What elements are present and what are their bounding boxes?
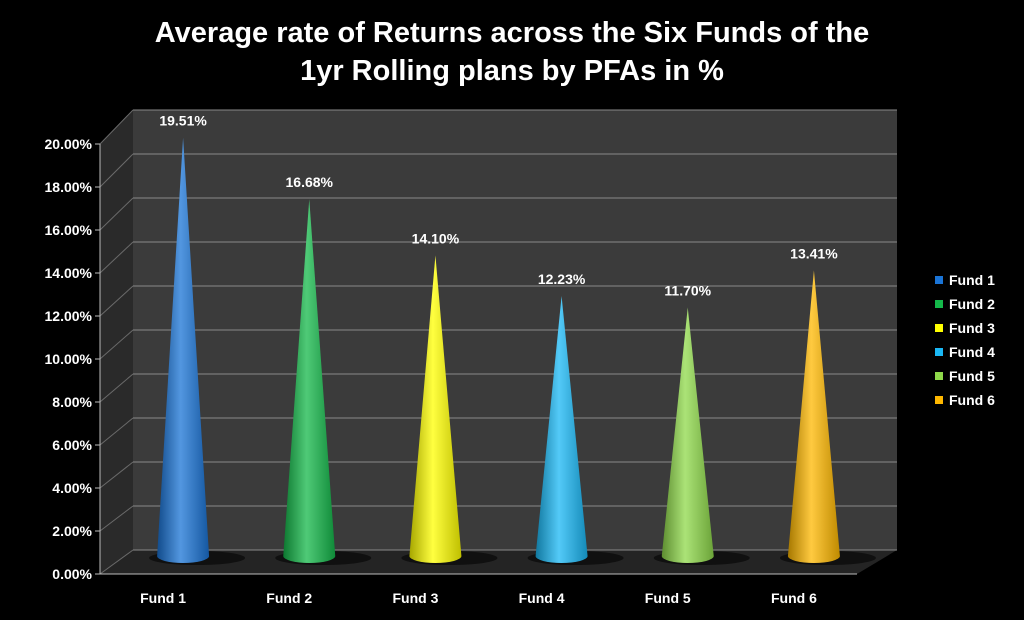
side-gridline: [99, 505, 134, 532]
legend-label: Fund 2: [949, 296, 995, 312]
y-tick-label: 6.00%: [52, 437, 92, 453]
side-gridline: [99, 417, 134, 446]
x-tick-label: Fund 3: [392, 590, 438, 606]
x-tick-label: Fund 6: [771, 590, 817, 606]
legend-swatch: [935, 372, 943, 380]
cone-4: [535, 295, 588, 563]
side-gridline: [99, 373, 134, 403]
side-gridline: [99, 153, 134, 188]
gridlines: [99, 109, 897, 575]
x-tick-label: Fund 5: [645, 590, 691, 606]
legend-label: Fund 1: [949, 272, 995, 288]
chart-title-line-1: Average rate of Returns across the Six F…: [154, 17, 870, 49]
legend-item: Fund 6: [935, 388, 995, 412]
side-gridline: [99, 109, 134, 145]
legend-item: Fund 5: [935, 364, 995, 388]
y-tick-label: 20.00%: [45, 136, 93, 152]
legend-item: Fund 2: [935, 292, 995, 316]
legend-label: Fund 6: [949, 392, 995, 408]
cone-1: [157, 137, 210, 563]
chart-walls: [100, 110, 897, 574]
y-tick-label: 14.00%: [45, 265, 93, 281]
cone-2: [283, 199, 336, 563]
chart-title: Average rate of Returns across the Six F…: [0, 14, 1024, 90]
side-gridline: [99, 285, 134, 317]
x-tick-label: Fund 4: [519, 590, 565, 606]
x-axis-ticks: Fund 1 Fund 2 Fund 3 Fund 4 Fund 5 Fund 6: [140, 590, 817, 606]
legend-swatch: [935, 324, 943, 332]
data-label: 14.10%: [412, 230, 460, 246]
cones: [149, 137, 876, 565]
legend-item: Fund 3: [935, 316, 995, 340]
x-tick-label: Fund 2: [266, 590, 312, 606]
side-gridline: [99, 549, 134, 575]
y-tick-label: 8.00%: [52, 394, 92, 410]
cone-5: [661, 307, 714, 563]
y-tick-label: 4.00%: [52, 480, 92, 496]
legend-swatch: [935, 300, 943, 308]
legend-item: Fund 4: [935, 340, 995, 364]
data-label: 16.68%: [286, 174, 334, 190]
chart-title-line-2: 1yr Rolling plans by PFAs in %: [300, 55, 724, 87]
y-tick-label: 18.00%: [45, 179, 93, 195]
y-tick-label: 12.00%: [45, 308, 93, 324]
y-tick-label: 2.00%: [52, 523, 92, 539]
legend-label: Fund 3: [949, 320, 995, 336]
legend-swatch: [935, 348, 943, 356]
side-wall: [100, 110, 133, 574]
data-label: 19.51%: [159, 113, 207, 129]
y-tick-label: 16.00%: [45, 222, 93, 238]
legend-swatch: [935, 396, 943, 404]
side-gridline: [99, 197, 134, 231]
data-label: 13.41%: [790, 245, 838, 261]
data-label: 12.23%: [538, 271, 586, 287]
legend-swatch: [935, 276, 943, 284]
side-gridline: [99, 329, 134, 360]
y-tick-label: 0.00%: [52, 566, 92, 582]
legend-label: Fund 5: [949, 368, 995, 384]
y-tick-label: 10.00%: [45, 351, 93, 367]
data-labels: 19.51% 16.68% 14.10% 12.23% 11.70% 13.41%: [159, 113, 838, 299]
x-tick-label: Fund 1: [140, 590, 186, 606]
y-axis-ticks: 0.00% 2.00% 4.00% 6.00% 8.00% 10.00% 12.00% 14.…: [45, 136, 857, 582]
cone-6: [787, 270, 840, 563]
side-gridline: [99, 241, 134, 274]
legend-item: Fund 1: [935, 268, 995, 292]
cone-3: [409, 255, 462, 563]
data-label: 11.70%: [664, 283, 711, 299]
side-gridline: [99, 461, 134, 489]
legend-label: Fund 4: [949, 344, 995, 360]
legend: Fund 1 Fund 2 Fund 3 Fund 4 Fund 5 Fund 6: [935, 268, 995, 412]
